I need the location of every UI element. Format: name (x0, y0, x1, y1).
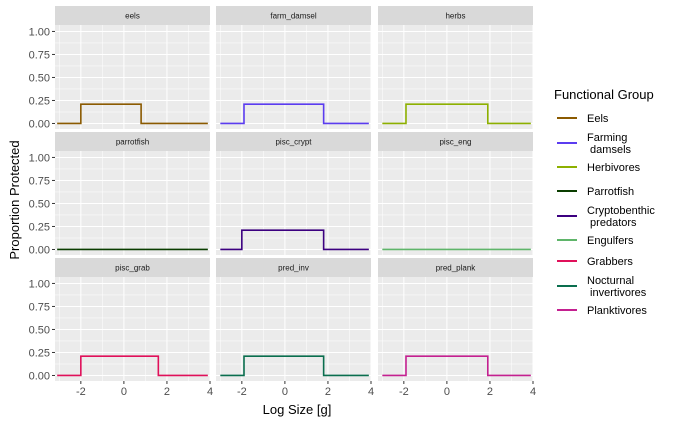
legend-label: invertivores (587, 287, 647, 299)
x-tick-label: 4 (207, 386, 213, 398)
legend-item: Herbivores (557, 162, 641, 174)
y-tick-label: 0.75 (29, 175, 50, 187)
legend-label: Engulfers (587, 235, 634, 247)
series-line-herbs (382, 103, 531, 125)
legend-item: Parrotfish (557, 186, 634, 198)
legend-item: Eels (557, 113, 609, 125)
x-tick-label: 4 (530, 386, 536, 398)
x-tick-label: -2 (237, 386, 247, 398)
y-tick-label: 0.25 (29, 347, 50, 359)
y-tick-label: 0.25 (29, 221, 50, 233)
x-tick-label: 0 (121, 386, 127, 398)
facet-strip-label: eels (125, 12, 140, 21)
legend-label: Farming (587, 132, 627, 144)
legend-label: Nocturnal (587, 275, 634, 287)
series-line-pred_inv (220, 355, 369, 377)
y-tick-label: 1.00 (29, 278, 50, 290)
x-tick-label: 0 (282, 386, 288, 398)
series-line-pred_plank (382, 355, 531, 377)
x-tick-label: 4 (368, 386, 374, 398)
series-line-farm_damsel (220, 103, 369, 125)
y-tick-label: 0.50 (29, 72, 50, 84)
legend-label: Parrotfish (587, 186, 634, 198)
series-line-pisc_crypt (220, 229, 369, 251)
y-tick-label: 0.75 (29, 301, 50, 313)
facet-strip (378, 6, 533, 25)
y-tick-label: 0.25 (29, 95, 50, 107)
facet-strip-label: parrotfish (116, 138, 149, 147)
facet-strip-label: pred_plank (436, 264, 477, 273)
series-line-pisc_grab (57, 355, 208, 377)
x-tick-label: 2 (325, 386, 331, 398)
facet-pisc_crypt: pisc_crypt (216, 132, 372, 255)
facet-strip (55, 132, 210, 151)
legend-item: Engulfers (557, 235, 634, 247)
facet-pred_inv: pred_inv (216, 258, 372, 381)
series-line-eels (57, 103, 208, 125)
y-axis-title: Proportion Protected (7, 140, 22, 259)
x-axis-title: Log Size [g] (263, 402, 332, 417)
y-axes: 0.00 0.25 0.50 0.75 1.00 0.00 0.25 0.50 0.75 1.00… (29, 26, 55, 382)
legend-title: Functional Group (554, 87, 654, 102)
facet-strip-label: pisc_crypt (275, 138, 312, 147)
facet-strip-label: pred_inv (278, 264, 309, 273)
legend-item: Cryptobenthic predators (557, 205, 655, 229)
legend-label: Grabbers (587, 256, 633, 268)
x-tick-label: -2 (399, 386, 409, 398)
y-tick-label: 0.00 (29, 370, 50, 382)
legend-item: Nocturnal invertivores (557, 275, 647, 299)
y-tick-label: 0.00 (29, 244, 50, 256)
facet-strip-label: pisc_eng (439, 138, 471, 147)
facet-herbs: herbs (378, 6, 534, 129)
legend-label: predators (587, 217, 637, 229)
legend-label: damsels (587, 144, 632, 156)
facet-strip (378, 132, 533, 151)
y-tick-label: 0.75 (29, 49, 50, 61)
facet-strip-label: herbs (445, 12, 465, 21)
legend-label: Planktivores (587, 305, 647, 317)
facet-panels: eels farm_damsel herbs parrotfish pisc_crypt… (55, 6, 534, 381)
facet-eels: eels (55, 6, 211, 129)
x-tick-label: -2 (76, 386, 86, 398)
y-tick-label: 0.50 (29, 324, 50, 336)
x-tick-label: 0 (444, 386, 450, 398)
facet-parrotfish: parrotfish (55, 132, 211, 255)
legend-label: Eels (587, 113, 609, 125)
legend-item: Farming damsels (557, 132, 632, 156)
y-tick-label: 0.50 (29, 198, 50, 210)
legend: Functional Group Eels Farming damsels Herb… (554, 87, 655, 317)
facet-strip (55, 258, 210, 277)
x-axes: -2 0 2 4 -2 0 2 4 -2 0 2 4 (76, 381, 536, 398)
facet-pisc_eng: pisc_eng (378, 132, 534, 255)
y-tick-label: 1.00 (29, 152, 50, 164)
facet-farm_damsel: farm_damsel (216, 6, 372, 129)
facet-strip-label: farm_damsel (270, 12, 316, 21)
facet-strip (378, 258, 533, 277)
legend-item: Planktivores (557, 305, 647, 317)
y-tick-label: 0.00 (29, 118, 50, 130)
x-tick-label: 2 (487, 386, 493, 398)
facet-strip (216, 258, 371, 277)
facet-pred_plank: pred_plank (378, 258, 534, 381)
facet-strip-label: pisc_grab (115, 264, 150, 273)
facet-strip (216, 132, 371, 151)
y-tick-label: 1.00 (29, 26, 50, 38)
x-tick-label: 2 (164, 386, 170, 398)
legend-item: Grabbers (557, 256, 633, 268)
facet-pisc_grab: pisc_grab (55, 258, 211, 381)
legend-label: Cryptobenthic (587, 205, 655, 217)
legend-items: Eels Farming damsels Herbivores Parrotfish C… (557, 113, 655, 317)
facet-strip (216, 6, 371, 25)
legend-label: Herbivores (587, 162, 641, 174)
facet-strip (55, 6, 210, 25)
